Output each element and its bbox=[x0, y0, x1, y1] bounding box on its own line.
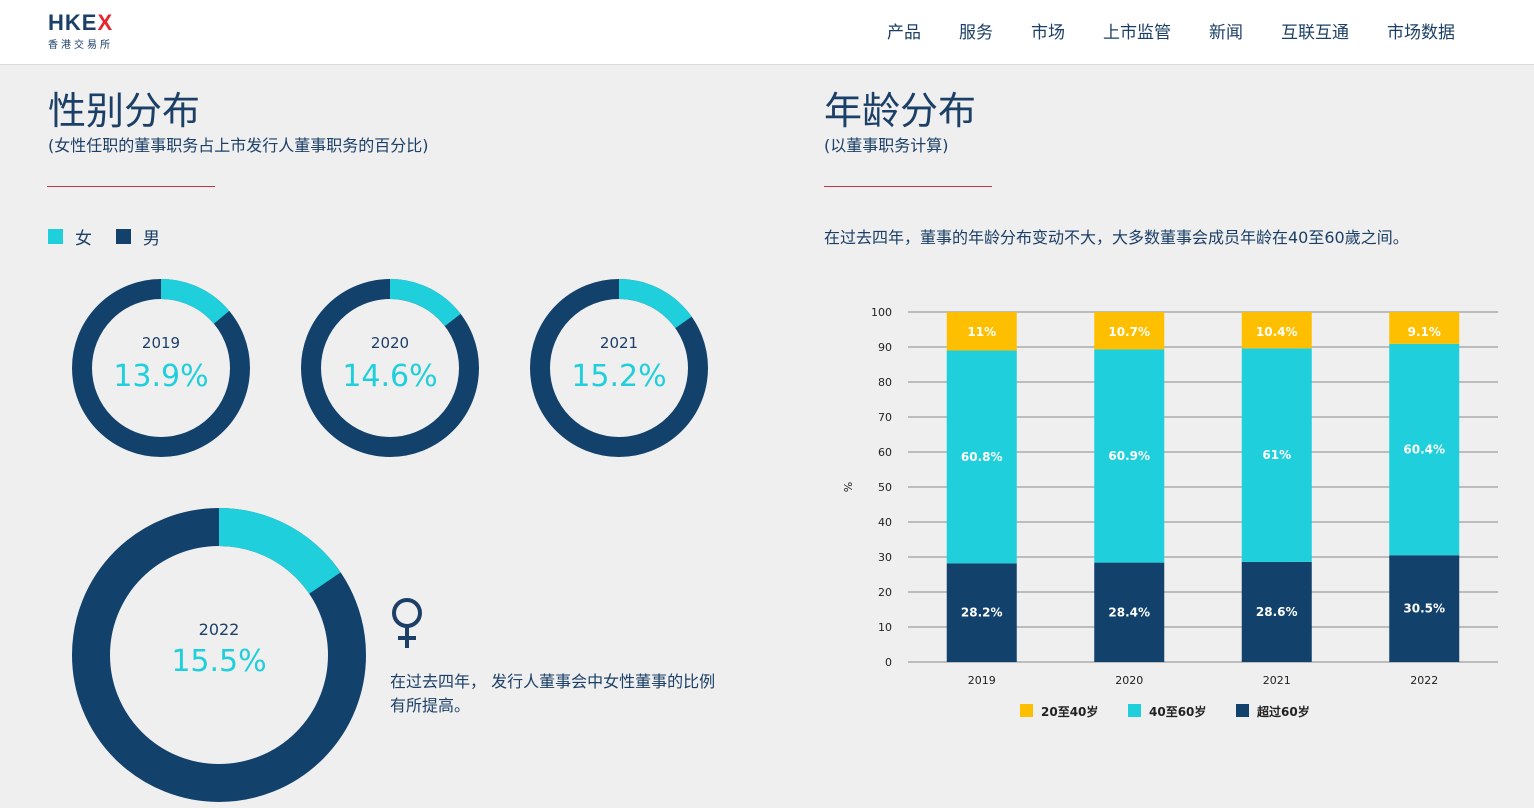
bar-segment bbox=[1389, 312, 1460, 344]
nav-item-products[interactable]: 产品 bbox=[887, 23, 921, 43]
bar-data-label: 10.4% bbox=[1256, 325, 1298, 339]
hkex-logo[interactable]: HKEX 香港交易所 bbox=[48, 10, 114, 52]
main-nav: 产品 服务 市场 上市监管 新闻 互联互通 市场数据 bbox=[868, 18, 1474, 43]
bar-segment bbox=[1094, 349, 1165, 563]
bar-segment bbox=[946, 563, 1017, 662]
bar-data-label: 60.4% bbox=[1403, 443, 1445, 457]
age-divider bbox=[824, 186, 992, 187]
donut-2022: 2022 15.5% bbox=[72, 508, 366, 802]
x-tick-label: 2020 bbox=[1115, 674, 1143, 687]
donut-2022-year: 2022 bbox=[198, 620, 240, 639]
gender-legend: 女 男 bbox=[48, 224, 184, 249]
bar-data-label: 30.5% bbox=[1403, 602, 1445, 616]
y-tick-label: 90 bbox=[878, 341, 892, 354]
bar-segment bbox=[1389, 555, 1460, 662]
donut-2020: 2020 14.6% bbox=[301, 279, 479, 457]
donut-2020-female-arc bbox=[301, 279, 479, 457]
bar-data-label: 60.9% bbox=[1108, 449, 1150, 463]
age-subtitle: (以董事职务计算) bbox=[824, 136, 949, 155]
logo-wordmark: HKEX bbox=[48, 10, 114, 35]
donut-2019-year: 2019 bbox=[141, 334, 181, 352]
donut-2021-year: 2021 bbox=[599, 334, 639, 352]
donut-2020-percent: 14.6% bbox=[342, 359, 438, 394]
bar-segment bbox=[946, 312, 1017, 351]
legend-swatch bbox=[1020, 704, 1033, 717]
bar-data-label: 28.4% bbox=[1108, 605, 1150, 619]
top-navigation-bar: HKEX 香港交易所 产品 服务 市场 上市监管 新闻 互联互通 市场数据 bbox=[0, 0, 1534, 65]
y-tick-label: 80 bbox=[878, 376, 892, 389]
legend-swatch bbox=[1236, 704, 1249, 717]
bar-data-label: 60.8% bbox=[961, 450, 1003, 464]
donut-2021-percent: 15.2% bbox=[571, 359, 667, 394]
legend-label-female: 女 bbox=[75, 229, 92, 249]
donut-2020-ring bbox=[301, 279, 479, 457]
female-symbol-icon bbox=[388, 596, 426, 654]
bar-segment bbox=[1094, 562, 1165, 662]
bar-data-label: 9.1% bbox=[1408, 325, 1441, 339]
donut-2022-percent: 15.5% bbox=[171, 644, 267, 679]
y-tick-label: 50 bbox=[878, 481, 892, 494]
bar-segment bbox=[1241, 348, 1312, 562]
bar-segment bbox=[1094, 312, 1165, 350]
legend-label: 20至40岁 bbox=[1041, 704, 1098, 719]
nav-item-market[interactable]: 市场 bbox=[1031, 23, 1065, 43]
donut-2021-female-arc bbox=[530, 279, 708, 457]
y-tick-label: 30 bbox=[878, 551, 892, 564]
gender-divider bbox=[47, 186, 215, 187]
donut-2019-percent: 13.9% bbox=[113, 359, 209, 394]
donut-2021-ring bbox=[530, 279, 708, 457]
y-tick-label: 70 bbox=[878, 411, 892, 424]
age-stacked-bar-chart: 0 10 20 30 40 50 60 70 80 90 100% 28.2% 60.8% 11% 2019… bbox=[842, 306, 1498, 719]
legend-swatch-male bbox=[116, 229, 131, 244]
legend-swatch bbox=[1128, 704, 1141, 717]
legend-label: 40至60岁 bbox=[1149, 704, 1206, 719]
donut-2022-ring bbox=[72, 508, 366, 802]
bar-segment bbox=[1241, 561, 1312, 662]
nav-item-connect[interactable]: 互联互通 bbox=[1281, 23, 1349, 43]
logo-subtitle: 香港交易所 bbox=[48, 40, 113, 51]
bar-data-label: 61% bbox=[1262, 448, 1291, 462]
nav-item-news[interactable]: 新闻 bbox=[1209, 23, 1243, 43]
bar-data-label: 11% bbox=[967, 325, 996, 339]
bar-data-label: 10.7% bbox=[1108, 325, 1150, 339]
nav-item-listing[interactable]: 上市监管 bbox=[1103, 23, 1171, 43]
bar-segment bbox=[1389, 343, 1460, 556]
bar-data-label: 28.6% bbox=[1256, 605, 1298, 619]
y-tick-label: 60 bbox=[878, 446, 892, 459]
donut-2019: 2019 13.9% bbox=[72, 279, 250, 457]
bar-data-label: 28.2% bbox=[961, 606, 1003, 620]
x-tick-label: 2022 bbox=[1410, 674, 1438, 687]
age-description: 在过去四年，董事的年龄分布变动不大，大多数董事会成员年龄在40至60歲之间。 bbox=[824, 228, 1409, 247]
legend-swatch-female bbox=[48, 229, 63, 244]
gender-subtitle: (女性任职的董事职务占上市发行人董事职务的百分比) bbox=[48, 136, 429, 155]
y-axis-label: % bbox=[842, 482, 855, 492]
bar-segment bbox=[946, 350, 1017, 564]
gender-note: 在过去四年， 发行人董事会中女性董事的比例有所提高。 bbox=[390, 672, 716, 715]
donut-2020-year: 2020 bbox=[370, 334, 410, 352]
age-title: 年龄分布 bbox=[824, 89, 977, 133]
nav-item-services[interactable]: 服务 bbox=[959, 23, 993, 43]
donut-2021: 2021 15.2% bbox=[530, 279, 708, 457]
donut-2022-female-arc bbox=[72, 508, 366, 802]
legend-label-male: 男 bbox=[143, 229, 160, 249]
x-tick-label: 2019 bbox=[968, 674, 996, 687]
gender-title: 性别分布 bbox=[48, 89, 201, 133]
donut-2019-ring bbox=[72, 279, 250, 457]
nav-item-market-data[interactable]: 市场数据 bbox=[1387, 23, 1455, 43]
legend-label: 超过60岁 bbox=[1256, 704, 1310, 719]
y-tick-label: 10 bbox=[878, 621, 892, 634]
bar-segment bbox=[1241, 312, 1312, 349]
x-tick-label: 2021 bbox=[1263, 674, 1291, 687]
y-tick-label: 20 bbox=[878, 586, 892, 599]
y-tick-label: 0 bbox=[885, 656, 892, 669]
y-tick-label: 100 bbox=[871, 306, 892, 319]
donut-2019-female-arc bbox=[72, 279, 250, 457]
y-tick-label: 40 bbox=[878, 516, 892, 529]
